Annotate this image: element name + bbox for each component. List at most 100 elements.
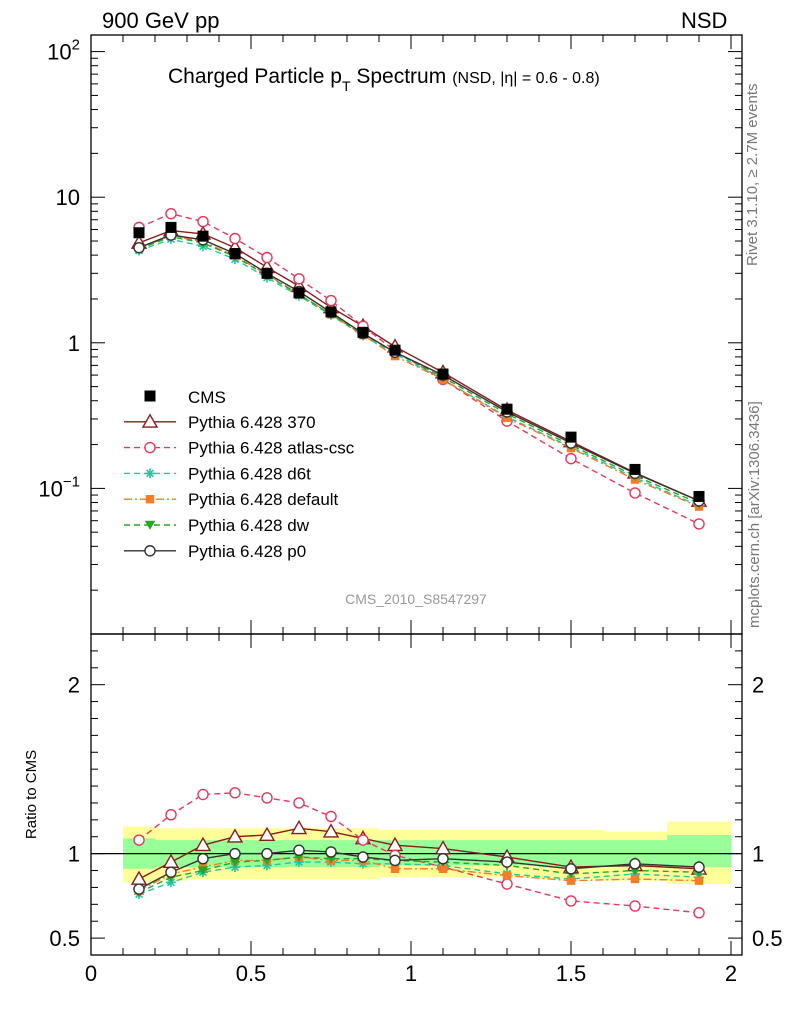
ratio-line [138, 861, 700, 895]
ratio-point [293, 844, 305, 856]
ratio-point [357, 851, 369, 863]
legend-label: Pythia 6.428 atlas-csc [188, 439, 355, 458]
x-tick-label: 0 [85, 961, 97, 986]
series-point [165, 207, 177, 220]
ratio-point [229, 787, 241, 799]
data-point [357, 326, 369, 338]
data-point [389, 344, 401, 356]
ratio-point [166, 877, 176, 888]
ratio-point [501, 878, 513, 890]
legend-label: Pythia 6.428 p0 [188, 542, 306, 561]
ratio-y-tick-label-left: 0.5 [49, 926, 80, 951]
data-point [501, 403, 513, 415]
ratio-point [262, 860, 272, 871]
ratio-point [133, 834, 145, 846]
ratio-plot-frame [90, 633, 743, 956]
data-point [629, 463, 641, 475]
ratio-point [293, 797, 305, 809]
data-point [261, 267, 273, 279]
x-tick-label: 2 [725, 961, 737, 986]
series-line [138, 229, 700, 502]
ratio-point [165, 809, 177, 821]
series-point [293, 273, 305, 285]
ratio-point [390, 864, 400, 874]
header-left-label: 900 GeV pp [102, 8, 220, 33]
legend-label: Pythia 6.428 d6t [188, 464, 311, 483]
series-point [629, 487, 641, 499]
legend-marker [144, 441, 156, 454]
ratio-point [229, 847, 241, 860]
legend-label: Pythia 6.428 dw [188, 516, 310, 535]
data-point [325, 306, 337, 318]
x-tick-label: 1 [405, 961, 417, 986]
legend-marker-cms [144, 390, 156, 402]
legend-marker [145, 495, 155, 504]
y-tick-label: 10−1 [38, 473, 80, 501]
data-point [229, 248, 241, 260]
ratio-y-tick-label-right: 1 [752, 842, 764, 867]
ratio-point [693, 907, 705, 919]
ratio-line [138, 827, 700, 880]
x-tick-label: 0.5 [236, 961, 267, 986]
legend-marker [144, 545, 156, 557]
ratio-y-tick-label-right: 0.5 [752, 926, 783, 951]
ratio-point [197, 788, 209, 801]
series-point [325, 294, 337, 307]
ratio-point [230, 862, 240, 873]
legend-label: Pythia 6.428 default [188, 490, 339, 509]
legend [124, 390, 176, 557]
ratio-line [138, 856, 700, 892]
ratio-point [197, 852, 209, 865]
y-tick-label: 10 [56, 185, 80, 210]
ratio-point [258, 826, 276, 841]
header-right-label: NSD [681, 8, 728, 33]
data-point [693, 490, 705, 502]
data-point [133, 227, 145, 239]
legend-label: Pythia 6.428 370 [188, 413, 316, 432]
ratio-y-tick-label-left: 1 [68, 842, 80, 867]
series-point [261, 251, 273, 264]
ratio-point [226, 828, 244, 843]
x-tick-label: 1.5 [556, 961, 587, 986]
ratio-line [138, 856, 700, 894]
data-point [197, 230, 209, 242]
ratio-point [629, 858, 641, 870]
ratio-point [322, 823, 340, 838]
ratio-point [501, 856, 513, 868]
cms-data-series [133, 221, 705, 502]
ratio-point [389, 854, 401, 867]
ratio-point [294, 857, 304, 867]
ratio-point [630, 874, 640, 884]
ratio-point [693, 861, 705, 873]
ratio-series-pythia-6-428-atlas-csc [133, 787, 705, 919]
ratio-point [438, 864, 448, 874]
ratio-point [229, 857, 241, 867]
data-point [293, 287, 305, 299]
series-point [565, 452, 577, 465]
series-line [138, 212, 700, 525]
ratio-point [502, 871, 512, 880]
ratio-y-tick-label-left: 2 [68, 673, 80, 698]
series-line [138, 234, 700, 502]
data-point [165, 221, 177, 233]
chart-title: Charged Particle pT Spectrum (NSD, |η| = … [168, 65, 600, 94]
series-point [197, 215, 209, 228]
analysis-watermark: CMS_2010_S8547297 [345, 591, 487, 607]
legend-label-cms: CMS [188, 388, 226, 407]
data-point [437, 368, 449, 380]
data-point [565, 431, 577, 443]
series-line [138, 238, 700, 507]
legend-marker [144, 520, 156, 530]
ratio-point [565, 863, 577, 875]
legend-marker [141, 413, 159, 428]
ratio-point [261, 792, 273, 804]
series-line [138, 235, 700, 504]
series-point [133, 241, 145, 254]
ratio-point [165, 866, 177, 878]
ratio-point [437, 852, 449, 865]
ratio-point [566, 876, 576, 885]
ratio-point [197, 866, 209, 876]
y-tick-label: 102 [47, 37, 80, 65]
ratio-point [290, 819, 308, 835]
